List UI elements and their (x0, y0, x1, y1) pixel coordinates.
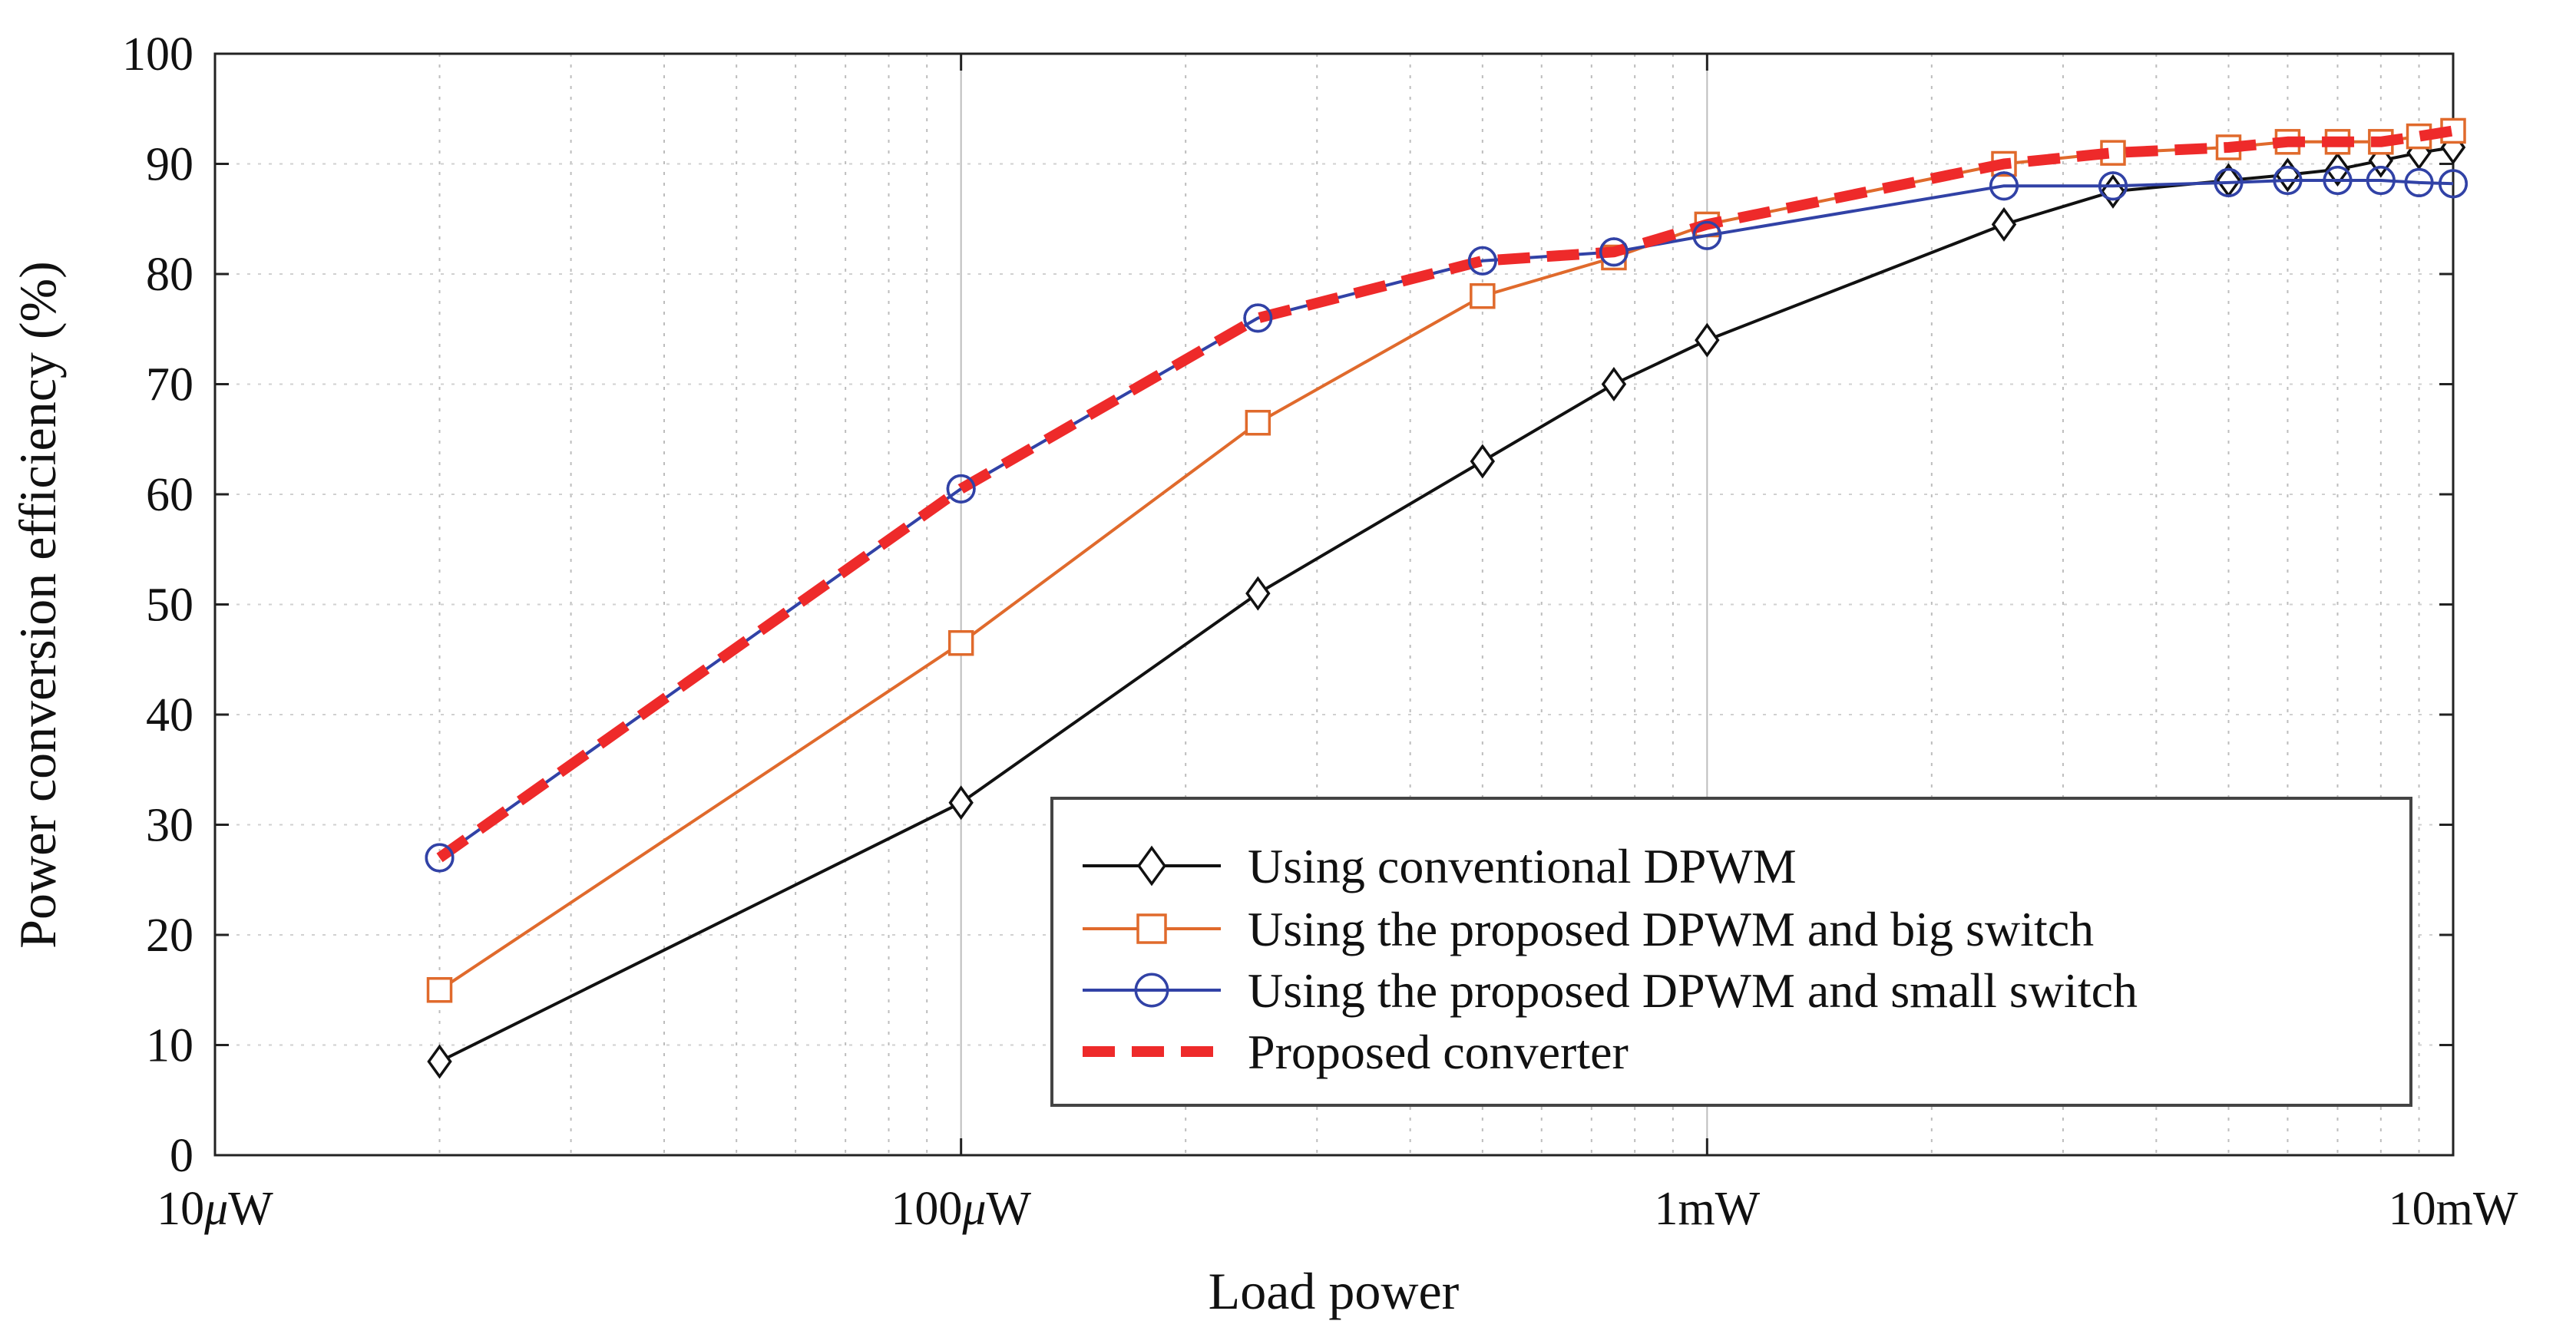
y-tick-label: 20 (146, 910, 193, 962)
data-point-circle (2439, 169, 2468, 199)
series (425, 117, 2468, 1079)
axis-ticks: 0 10 20 30 40 50 60 70 80 90 100 10μW 100μW 1mW 10mW (122, 28, 2518, 1235)
data-point-diamond (1136, 845, 1167, 887)
data-point-diamond (948, 785, 974, 821)
y-tick-label: 60 (146, 469, 193, 521)
data-point-square (426, 977, 453, 1003)
y-tick-label: 80 (146, 249, 193, 301)
legend-label: Using the proposed DPWM and big switch (1248, 902, 2094, 956)
data-point-circle (2098, 171, 2128, 201)
legend-box (1050, 797, 2412, 1107)
series-line-dashed (436, 125, 2455, 863)
y-tick-label: 100 (122, 28, 193, 81)
y-tick-label: 70 (146, 359, 193, 411)
data-point-square (1136, 913, 1167, 944)
x-tick-label: 10μW (157, 1183, 273, 1235)
data-point-circle (2366, 166, 2396, 196)
x-tick-label: 10mW (2389, 1183, 2518, 1235)
data-point-diamond (1695, 322, 1720, 358)
legend-label: Using conventional DPWM (1248, 839, 1797, 893)
x-axis-title: Load power (1209, 1262, 1460, 1320)
legend-entry-2: Using the proposed DPWM and big switch (1083, 902, 2094, 956)
y-tick-label: 40 (146, 689, 193, 741)
data-point-circle (1243, 303, 1273, 333)
y-tick-label: 50 (146, 580, 193, 632)
y-tick-label: 90 (146, 139, 193, 191)
data-point-circle (1467, 246, 1497, 276)
data-point-circle (946, 474, 976, 504)
data-point-diamond (1991, 206, 2017, 242)
series-3-markers-top (425, 166, 2468, 873)
data-point-circle (2273, 166, 2303, 196)
x-tick-label: 1mW (1654, 1183, 1760, 1235)
series-4 (436, 125, 2455, 863)
data-point-circle (1692, 220, 1722, 250)
data-point-square (1245, 409, 1271, 436)
data-point-diamond (1601, 367, 1627, 401)
legend-entry-3: Using the proposed DPWM and small switch (1083, 963, 2138, 1018)
data-point-circle (1989, 171, 2019, 201)
y-tick-label: 10 (146, 1020, 193, 1072)
legend-entry-1: Using conventional DPWM (1083, 839, 1797, 893)
data-point-circle (1134, 973, 1169, 1008)
legend-label: Proposed converter (1248, 1025, 1629, 1079)
data-point-diamond (2325, 152, 2350, 187)
legend-label: Using the proposed DPWM and small switch (1248, 963, 2138, 1018)
data-point-square (1470, 282, 1496, 309)
data-point-circle (2404, 167, 2434, 197)
data-point-diamond (2100, 173, 2126, 209)
data-point-diamond (427, 1044, 452, 1079)
y-tick-label: 30 (146, 800, 193, 852)
data-point-circle (1599, 237, 1629, 267)
series-line (438, 179, 2454, 860)
data-point-circle (2214, 167, 2244, 197)
legend: Using conventional DPWM Using the propose… (1050, 797, 2412, 1107)
y-tick-label: 0 (170, 1130, 193, 1182)
data-point-square (947, 629, 974, 656)
data-point-circle (2323, 166, 2353, 196)
legend-entry-4: Proposed converter (1083, 1025, 1629, 1079)
x-tick-label: 100μW (891, 1183, 1031, 1235)
data-point-diamond (1470, 444, 1496, 479)
series-3 (425, 166, 2468, 873)
y-axis-title: Power conversion efficiency (%) (8, 261, 67, 949)
data-point-diamond (1245, 576, 1271, 611)
data-point-circle (425, 843, 455, 873)
legend-entries: Using conventional DPWM Using the propose… (1083, 839, 2138, 1079)
